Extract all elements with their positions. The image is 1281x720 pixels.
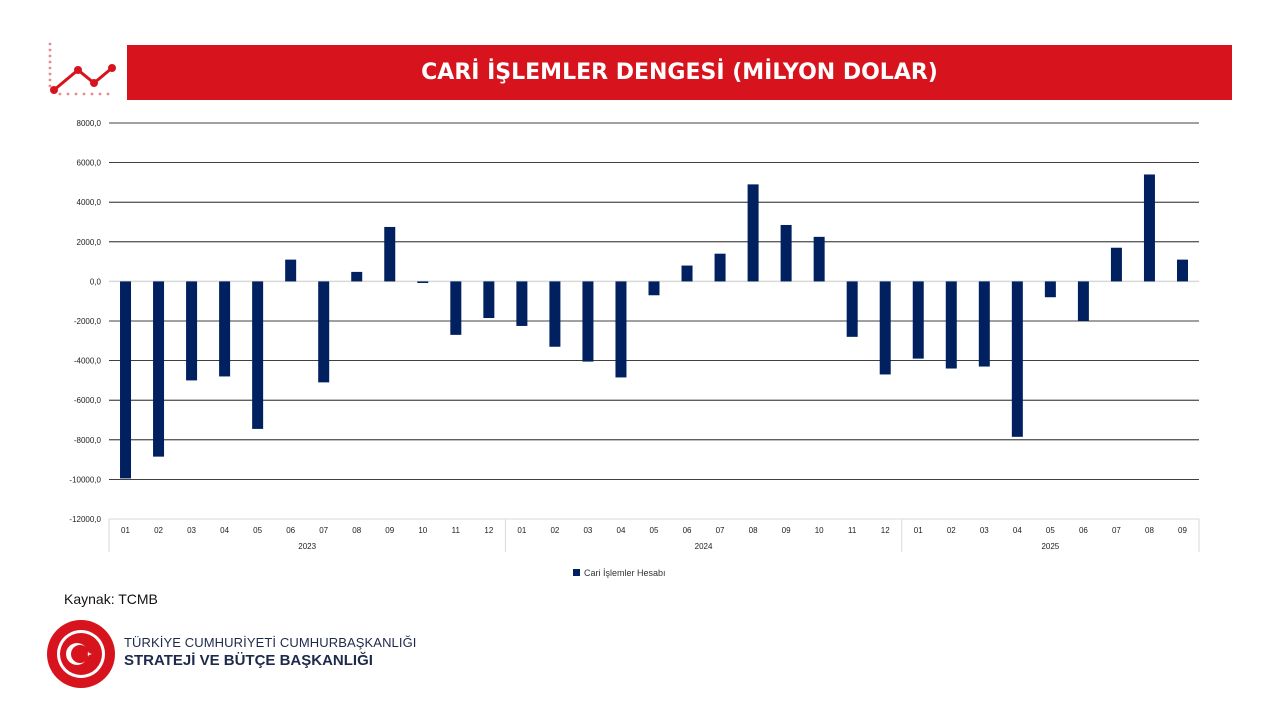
gridlines <box>109 122 1199 520</box>
bar <box>978 281 990 367</box>
y-tick-label: -8000,0 <box>74 436 102 445</box>
bar <box>945 281 957 369</box>
legend-label: Cari İşlemler Hesabı <box>584 568 666 578</box>
legend: Cari İşlemler Hesabı <box>573 568 666 578</box>
y-tick-label: -4000,0 <box>74 357 102 366</box>
line-chart-icon <box>48 42 116 96</box>
x-tick-label: 03 <box>187 526 196 535</box>
bar <box>813 236 825 282</box>
x-tick-label: 05 <box>253 526 262 535</box>
x-tick-label: 07 <box>319 526 328 535</box>
year-label: 2025 <box>1041 542 1059 551</box>
bar <box>186 281 198 381</box>
x-tick-label: 11 <box>848 526 857 535</box>
x-tick-label: 12 <box>484 526 493 535</box>
y-tick-label: 8000,0 <box>77 119 102 128</box>
bar <box>417 281 429 283</box>
bar <box>648 281 660 296</box>
bar <box>912 281 924 359</box>
bar <box>285 259 297 282</box>
bar <box>582 281 594 362</box>
x-axis: 01 02 03 04 05 06 07 08 09 10 11 12 2023 01 02 03 04 05 06… <box>108 518 1200 552</box>
current-account-bar-chart: 8000,0 6000,0 4000,0 2000,0 0,0 -2000,0 -4000,… <box>69 119 1200 578</box>
bars <box>120 174 1188 479</box>
org-name-line2: STRATEJİ VE BÜTÇE BAŞKANLIĞI <box>124 652 373 669</box>
bar <box>1110 247 1122 282</box>
x-tick-label: 05 <box>1046 526 1055 535</box>
bar <box>1143 174 1155 282</box>
bar <box>384 226 396 282</box>
x-tick-label: 01 <box>914 526 923 535</box>
y-tick-label: 4000,0 <box>77 198 102 207</box>
x-tick-label: 02 <box>947 526 956 535</box>
x-tick-label: 02 <box>550 526 559 535</box>
x-tick-label: 10 <box>815 526 824 535</box>
x-tick-label: 12 <box>881 526 890 535</box>
year-label: 2023 <box>298 542 316 551</box>
x-tick-label: 07 <box>716 526 725 535</box>
y-tick-label: 0,0 <box>90 277 102 286</box>
x-tick-label: 06 <box>683 526 692 535</box>
bar <box>1176 259 1188 282</box>
x-tick-label: 09 <box>1178 526 1187 535</box>
x-tick-label: 05 <box>650 526 659 535</box>
y-tick-label: -10000,0 <box>69 475 101 484</box>
x-tick-label: 08 <box>352 526 361 535</box>
bar <box>219 281 231 377</box>
x-tick-label: 07 <box>1112 526 1121 535</box>
x-tick-label: 10 <box>418 526 427 535</box>
source-note: Kaynak: TCMB <box>64 591 158 607</box>
bar <box>747 184 759 282</box>
title-banner: CARİ İŞLEMLER DENGESİ (MİLYON DOLAR) <box>127 45 1232 100</box>
bar <box>846 281 858 337</box>
bar <box>483 281 495 319</box>
year-label: 2024 <box>695 542 713 551</box>
x-tick-label: 06 <box>286 526 295 535</box>
bar <box>1011 281 1023 437</box>
x-tick-label: 02 <box>154 526 163 535</box>
org-name-line1: TÜRKİYE CUMHURİYETİ CUMHURBAŞKANLIĞI <box>124 635 417 650</box>
y-tick-label: -2000,0 <box>74 317 102 326</box>
page-title: CARİ İŞLEMLER DENGESİ (MİLYON DOLAR) <box>421 60 938 85</box>
bar <box>318 281 330 383</box>
x-tick-label: 09 <box>782 526 791 535</box>
x-tick-label: 04 <box>220 526 229 535</box>
dotted-axis <box>48 42 110 96</box>
bar <box>714 253 726 282</box>
bar <box>252 281 264 429</box>
bar <box>780 224 792 282</box>
x-tick-label: 11 <box>452 526 461 535</box>
bar <box>615 281 627 378</box>
x-tick-label: 06 <box>1079 526 1088 535</box>
x-tick-label: 08 <box>749 526 758 535</box>
bar <box>351 271 363 282</box>
trend-line <box>53 66 113 92</box>
institution-seal <box>47 620 115 688</box>
y-tick-label: -6000,0 <box>74 396 102 405</box>
bar <box>516 281 528 326</box>
bar <box>1044 281 1056 298</box>
bar <box>549 281 561 347</box>
x-tick-label: 03 <box>980 526 989 535</box>
bar <box>681 265 693 282</box>
bar <box>120 281 132 479</box>
y-tick-label: 6000,0 <box>77 159 102 168</box>
x-tick-label: 03 <box>583 526 592 535</box>
y-tick-label: -12000,0 <box>69 515 101 524</box>
x-tick-label: 01 <box>517 526 526 535</box>
y-axis-ticks: 8000,0 6000,0 4000,0 2000,0 0,0 -2000,0 -4000,… <box>69 119 101 524</box>
x-tick-label: 01 <box>121 526 130 535</box>
bar <box>1077 281 1089 321</box>
x-tick-label: 08 <box>1145 526 1154 535</box>
x-tick-label: 09 <box>385 526 394 535</box>
x-tick-label: 04 <box>617 526 626 535</box>
bar <box>879 281 891 375</box>
bar <box>153 281 165 457</box>
legend-swatch <box>573 569 580 576</box>
bar <box>450 281 462 335</box>
x-tick-label: 04 <box>1013 526 1022 535</box>
y-tick-label: 2000,0 <box>77 238 102 247</box>
